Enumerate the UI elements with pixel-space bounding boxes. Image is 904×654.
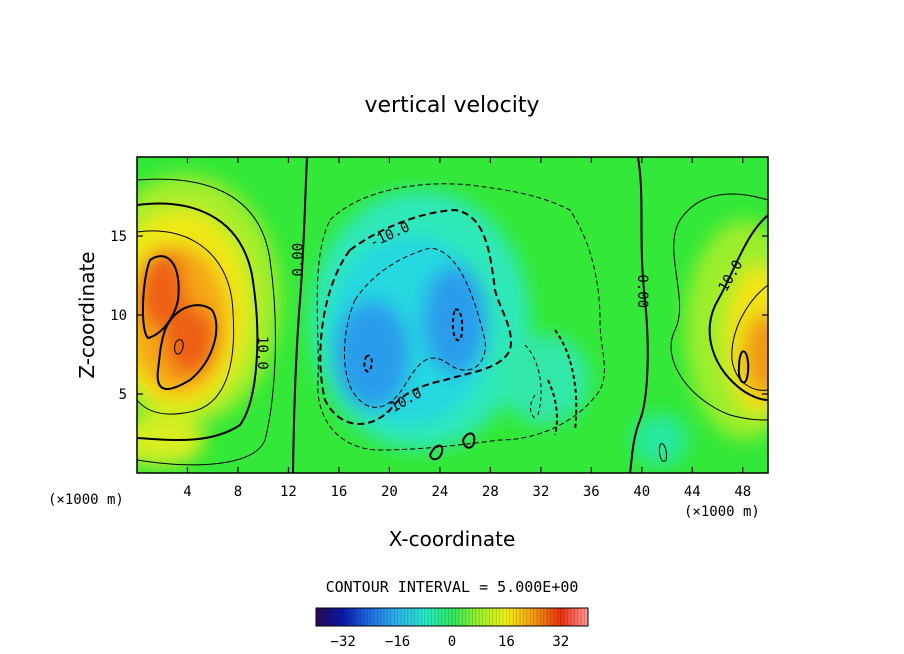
x-tick-label: 36 (583, 484, 600, 500)
x-tick-label: 16 (330, 484, 347, 500)
y-axis-ticks: 5 10 15 (110, 229, 768, 403)
x-tick-label: 12 (280, 484, 297, 500)
plot-area (136, 156, 769, 474)
x-tick-label: 28 (482, 484, 499, 500)
pos-cell-c (659, 443, 667, 462)
x-axis-label: X-coordinate (389, 527, 516, 551)
left-contour-20b (156, 304, 218, 390)
x-tick-label: 48 (734, 484, 751, 500)
pos-cell-b (461, 432, 476, 449)
neg-contour-streak-d (530, 394, 536, 419)
colorbar-tick-label: −32 (331, 634, 356, 650)
colorbar-gradient (316, 608, 588, 626)
left-contour-30 (174, 339, 184, 355)
y-tick-label: 5 (119, 387, 127, 403)
neg-contour-5 (316, 183, 605, 451)
neg-contour-20a (363, 354, 373, 373)
neg-contour-15 (344, 247, 486, 408)
left-contour-5 (137, 178, 276, 466)
x-tick-label: 32 (532, 484, 549, 500)
left-contour-15 (137, 230, 235, 415)
colorbar-tick-label: −16 (385, 634, 410, 650)
x-tick-label: 8 (234, 484, 242, 500)
right-contour-25 (737, 350, 750, 384)
neg-contour-streak-b (554, 329, 578, 431)
neg-contour-streak-c (547, 379, 558, 436)
colorbar-tick-label: 0 (448, 634, 456, 650)
x-tick-label: 24 (431, 484, 448, 500)
contour-label: 0.00 (634, 274, 650, 308)
right-updraft-inner (743, 313, 768, 397)
zero-contour-left (292, 157, 308, 473)
downdraft-tail (500, 335, 590, 425)
y-tick-label: 10 (110, 308, 127, 324)
x-tick-label: 4 (183, 484, 191, 500)
zero-contour-right (629, 157, 649, 473)
y-tick-label: 15 (110, 229, 127, 245)
left-contour-20a (141, 255, 180, 340)
downdraft-core-a (334, 300, 410, 410)
right-contour-5 (670, 193, 768, 421)
right-contour-10 (708, 214, 768, 401)
right-cyan-patch (632, 414, 688, 466)
left-updraft-core-a (138, 250, 186, 330)
colorbar: −32 −16 0 16 32 (315, 607, 589, 650)
chart-title: vertical velocity (364, 93, 539, 118)
neg-contour-streak-a (524, 344, 542, 416)
contour-label: 10.0 (254, 336, 270, 370)
neg-contour-20b (451, 308, 464, 342)
contour-label: 0.00 (290, 243, 306, 277)
right-contour-15 (731, 284, 768, 391)
left-updraft-core-b (164, 304, 216, 376)
x-tick-label: 40 (633, 484, 650, 500)
downdraft-core-b (423, 265, 487, 375)
y-axis-label: Z-coordinate (75, 251, 99, 378)
contour-interval-text: CONTOUR INTERVAL = 5.000E+00 (326, 578, 579, 596)
x-axis-ticks: 4 8 12 16 20 24 28 32 36 40 44 48 (183, 157, 751, 500)
contour-lines (137, 157, 768, 473)
y-axis-unit: (×1000 m) (48, 492, 124, 508)
pos-cell-a (428, 444, 444, 461)
neg-contour-10 (319, 208, 512, 425)
colorbar-tick-label: 16 (498, 634, 515, 650)
colorbar-frame (315, 607, 589, 627)
x-tick-label: 20 (381, 484, 398, 500)
velocity-field (137, 175, 768, 466)
x-axis-unit: (×1000 m) (684, 504, 760, 520)
left-contour-10 (137, 202, 259, 442)
x-tick-label: 44 (684, 484, 701, 500)
colorbar-tick-label: 32 (552, 634, 569, 650)
